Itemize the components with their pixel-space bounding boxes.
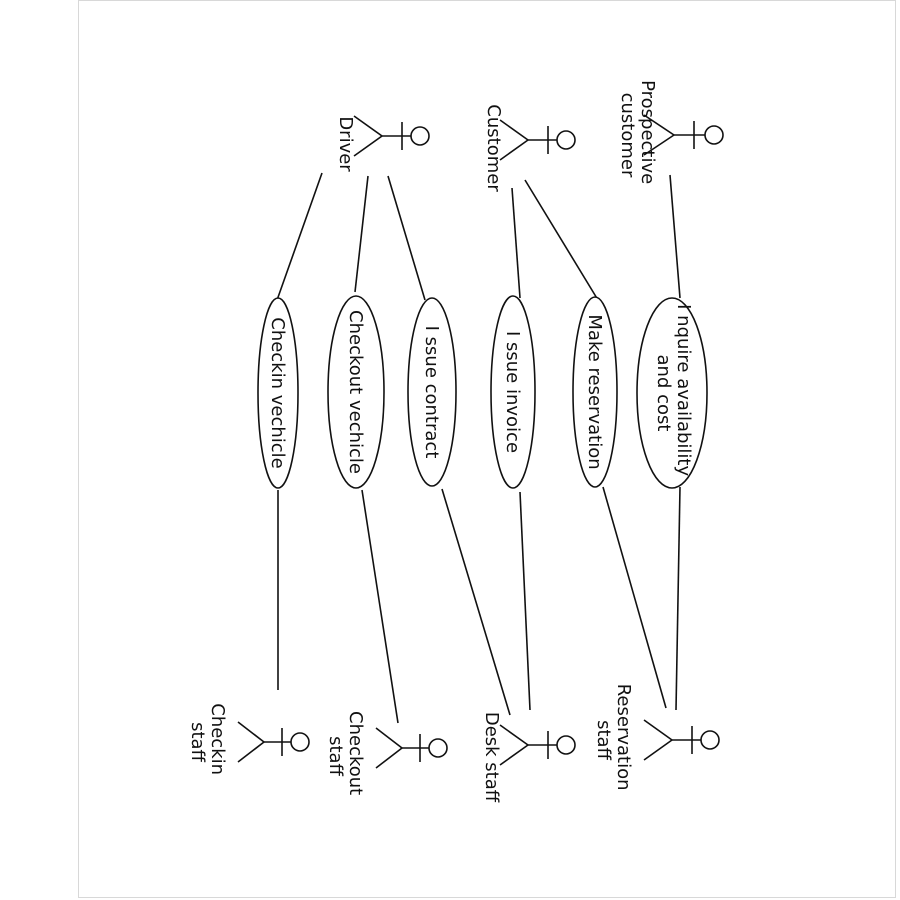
use-case-label: Make reservation: [584, 314, 605, 469]
actor-reservation-staff: Reservation staff: [593, 684, 720, 797]
assoc-prospective-inquire: [669, 174, 681, 299]
associations: [275, 172, 681, 724]
use-case-issue-invoice: I ssue invoice: [490, 295, 536, 489]
use-case-ellipse: [327, 295, 385, 489]
actor-checkout-staff: Checkout staff: [325, 711, 448, 801]
assoc-driver-contract: [387, 175, 426, 301]
diagram-frame: [78, 0, 896, 898]
svg-text:Checkin staff: Checkin staff: [187, 703, 228, 781]
actor-label: Driver: [335, 116, 356, 172]
use-case-label: Checkin vechicle: [267, 317, 288, 469]
use-case-issue-contract: I ssue contract: [407, 297, 457, 487]
stick-figure-icon: [237, 721, 310, 763]
use-case-ellipse: [490, 295, 536, 489]
use-case-checkout-vehicle: Checkout vechicle: [327, 295, 385, 489]
actor-checkin-staff: Checkin staff: [187, 703, 310, 781]
assoc-reservation-reservation-staff: [602, 486, 667, 709]
stick-figure-icon: [643, 114, 724, 156]
svg-text:I nquire availability an: I nquire availability and cost: [653, 304, 694, 482]
assoc-contract-desk-staff: [441, 488, 511, 716]
use-case-ellipse: [636, 297, 708, 489]
actor-prospective-customer: Prospective customer: [617, 80, 724, 190]
stick-figure-icon: [499, 119, 576, 161]
actor-label: staff: [325, 736, 346, 776]
use-case-label: I nquire availability: [673, 304, 694, 476]
actor-customer: Customer: [483, 104, 576, 192]
use-case-label: Checkout vechicle: [345, 310, 366, 474]
use-case-label: and cost: [653, 355, 674, 432]
use-case-ellipse: [407, 297, 457, 487]
stick-figure-icon: [375, 727, 448, 769]
assoc-inquire-reservation-staff: [675, 486, 681, 711]
actor-label: Checkin: [207, 703, 228, 775]
actor-label: Reservation: [613, 684, 634, 791]
svg-text:Checkout staff: Checkout staff: [325, 711, 366, 801]
use-case-make-reservation: Make reservation: [572, 296, 618, 488]
assoc-invoice-desk-staff: [519, 491, 531, 711]
actor-driver: Driver: [335, 115, 430, 172]
use-case-ellipse: [257, 297, 299, 489]
assoc-customer-invoice: [511, 187, 521, 299]
use-case-inquire: I nquire availability and cost: [636, 297, 708, 489]
actor-label: staff: [187, 722, 208, 762]
actor-label: Desk staff: [481, 712, 502, 803]
stick-figure-icon: [499, 724, 576, 766]
svg-text:Reservation staff: Reservation staff: [593, 684, 634, 797]
actor-label: Customer: [483, 104, 504, 192]
assoc-checkout-checkout-staff: [361, 489, 399, 724]
use-case-label: I ssue invoice: [502, 331, 523, 453]
svg-text:Prospective customer: Prospective customer: [617, 80, 658, 190]
use-case-checkin-vehicle: Checkin vechicle: [257, 297, 299, 489]
stick-figure-icon: [643, 719, 720, 761]
actor-label: Checkout: [345, 711, 366, 795]
stick-figure-icon: [353, 115, 430, 157]
actor-label: Prospective: [637, 80, 658, 184]
assoc-driver-checkout: [354, 175, 369, 293]
assoc-driver-checkin: [275, 172, 323, 304]
assoc-customer-reservation: [524, 179, 599, 301]
actor-label: staff: [593, 720, 614, 760]
actor-desk-staff: Desk staff: [481, 712, 576, 803]
actor-label: customer: [617, 93, 638, 178]
use-case-ellipse: [572, 296, 618, 488]
use-case-label: I ssue contract: [421, 326, 442, 459]
